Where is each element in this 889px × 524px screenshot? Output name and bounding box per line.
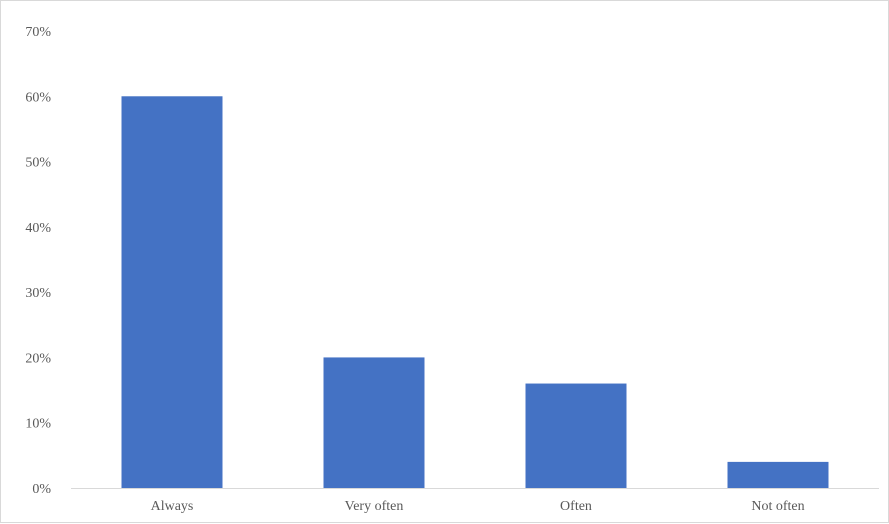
bar-always	[121, 96, 223, 489]
x-tick-label: Not often	[751, 499, 804, 514]
bar-not-often	[727, 461, 829, 488]
x-axis-ticks: Always Very often Often Not often	[151, 499, 805, 514]
x-tick-label: Very often	[345, 499, 404, 514]
y-tick-label: 10%	[25, 417, 51, 432]
y-tick-label: 20%	[25, 351, 51, 366]
y-axis-ticks: 0% 10% 20% 30% 40% 50% 60% 70%	[25, 25, 51, 497]
x-tick-label: Often	[560, 499, 592, 514]
x-tick-label: Always	[151, 499, 194, 514]
y-tick-label: 40%	[25, 221, 51, 236]
y-tick-label: 60%	[25, 90, 51, 105]
y-tick-label: 0%	[32, 482, 51, 497]
bar-very-often	[323, 357, 425, 488]
y-tick-label: 30%	[25, 286, 51, 301]
y-tick-label: 70%	[25, 25, 51, 40]
bar-series	[121, 96, 829, 489]
bar-often	[525, 383, 627, 488]
y-tick-label: 50%	[25, 156, 51, 171]
